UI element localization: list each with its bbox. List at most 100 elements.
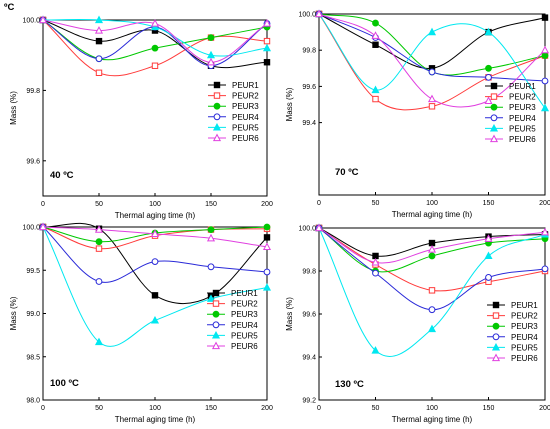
x-axis-label: Thermal aging time (h) [392, 415, 473, 424]
legend-marker [212, 289, 220, 297]
legend-entry: PEUR1 [231, 289, 258, 298]
legend-marker [492, 322, 500, 330]
corner-label: ºC [4, 2, 14, 13]
x-tick-label: 50 [372, 200, 380, 207]
data-point-peur4 [541, 77, 549, 85]
panel-title: 70 ºC [335, 167, 359, 178]
data-point-peur3 [207, 34, 215, 41]
data-point-peur3 [485, 64, 492, 72]
series-line-peur1 [318, 13, 546, 69]
chart-panel-4: 0 50 100 150 200 99.2 99.4 99.6 99.8 100.0 Thermal… [285, 223, 550, 424]
data-point-peur1 [263, 234, 271, 241]
data-point-peur5 [427, 324, 437, 333]
x-tick-label: 100 [149, 405, 161, 412]
y-tick-label: 99.6 [26, 158, 40, 165]
data-point-peur5 [371, 346, 380, 354]
data-point-peur5 [94, 15, 104, 24]
data-point-peur6 [371, 257, 380, 266]
legend-marker [213, 102, 221, 110]
legend-marker [490, 93, 498, 100]
y-tick-label: 99.8 [302, 269, 316, 276]
data-point-peur1 [95, 37, 103, 45]
x-tick-label: 150 [205, 201, 217, 208]
data-point-peur4 [263, 268, 271, 276]
legend-entry: PEUR1 [509, 82, 536, 91]
data-point-peur6 [150, 229, 160, 238]
data-point-peur2 [428, 287, 436, 294]
legend-entry: PEUR5 [511, 343, 538, 352]
legend-marker [492, 301, 500, 309]
y-axis-label: Mass (%) [9, 91, 18, 125]
data-point-peur6 [38, 222, 48, 231]
x-tick-label: 0 [317, 405, 321, 412]
data-point-peur4 [485, 73, 492, 81]
data-point-peur5 [206, 294, 216, 302]
y-tick-label: 99.8 [26, 88, 40, 95]
data-point-peur6 [206, 233, 216, 242]
data-point-peur3 [95, 238, 103, 246]
legend-entry: PEUR5 [232, 123, 259, 132]
y-tick-label: 99.6 [302, 312, 316, 319]
data-point-peur6 [150, 19, 160, 27]
legend-marker [211, 330, 221, 339]
data-point-peur1 [151, 292, 159, 299]
data-point-peur6 [484, 96, 493, 104]
data-point-peur5 [371, 85, 380, 94]
data-point-peur3 [372, 19, 379, 27]
data-point-peur6 [427, 245, 437, 253]
x-tick-label: 100 [426, 405, 438, 412]
data-point-peur4 [428, 306, 436, 314]
y-tick-label: 98.5 [26, 354, 40, 361]
x-tick-label: 200 [261, 405, 273, 412]
y-axis-label: Mass (%) [285, 297, 294, 331]
legend-entry: PEUR5 [509, 124, 536, 133]
legend-marker [490, 114, 498, 122]
data-point-peur5 [150, 22, 160, 31]
data-point-peur6 [314, 9, 324, 18]
data-point-peur2 [95, 245, 103, 252]
data-point-peur4 [428, 68, 436, 76]
data-point-peur6 [94, 225, 104, 233]
data-point-peur4 [372, 269, 379, 277]
data-point-peur5 [484, 251, 493, 260]
legend-marker [212, 300, 220, 307]
y-tick-label: 100.0 [298, 226, 316, 233]
data-point-peur6 [262, 242, 272, 250]
legend-marker [491, 342, 501, 351]
legend-entry: PEUR6 [231, 342, 258, 351]
data-point-peur5 [94, 337, 104, 346]
data-point-peur6 [314, 223, 324, 232]
data-point-peur5 [262, 283, 272, 291]
legend-marker [212, 133, 222, 142]
legend-entry: PEUR4 [509, 114, 536, 123]
data-point-peur2 [372, 95, 379, 103]
x-axis-label: Thermal aging time (h) [115, 211, 196, 220]
data-point-peur2 [428, 103, 436, 110]
legend-entry: PEUR6 [511, 354, 538, 363]
legend-marker [212, 310, 220, 318]
y-tick-label: 98.0 [26, 398, 40, 405]
x-axis-label: Thermal aging time (h) [392, 210, 473, 219]
y-tick-label: 99.2 [302, 398, 316, 405]
data-point-peur3 [428, 252, 436, 260]
y-axis-label: Mass (%) [9, 296, 18, 330]
legend-entry: PEUR3 [231, 310, 258, 319]
data-point-peur1 [372, 252, 379, 260]
data-point-peur5 [427, 27, 437, 36]
legend-entry: PEUR2 [231, 300, 258, 309]
data-point-peur5 [484, 27, 493, 36]
data-point-peur1 [541, 14, 549, 21]
data-point-peur6 [371, 31, 380, 39]
data-point-peur6 [206, 57, 216, 66]
data-point-peur3 [263, 223, 271, 231]
legend-entry: PEUR2 [509, 93, 536, 102]
x-tick-label: 50 [372, 405, 380, 412]
legend-marker [212, 321, 220, 329]
x-tick-label: 50 [95, 405, 103, 412]
legend-marker [211, 341, 221, 350]
legend-entry: PEUR5 [231, 331, 258, 340]
y-tick-label: 99.0 [26, 311, 40, 318]
legend-marker [489, 134, 499, 143]
